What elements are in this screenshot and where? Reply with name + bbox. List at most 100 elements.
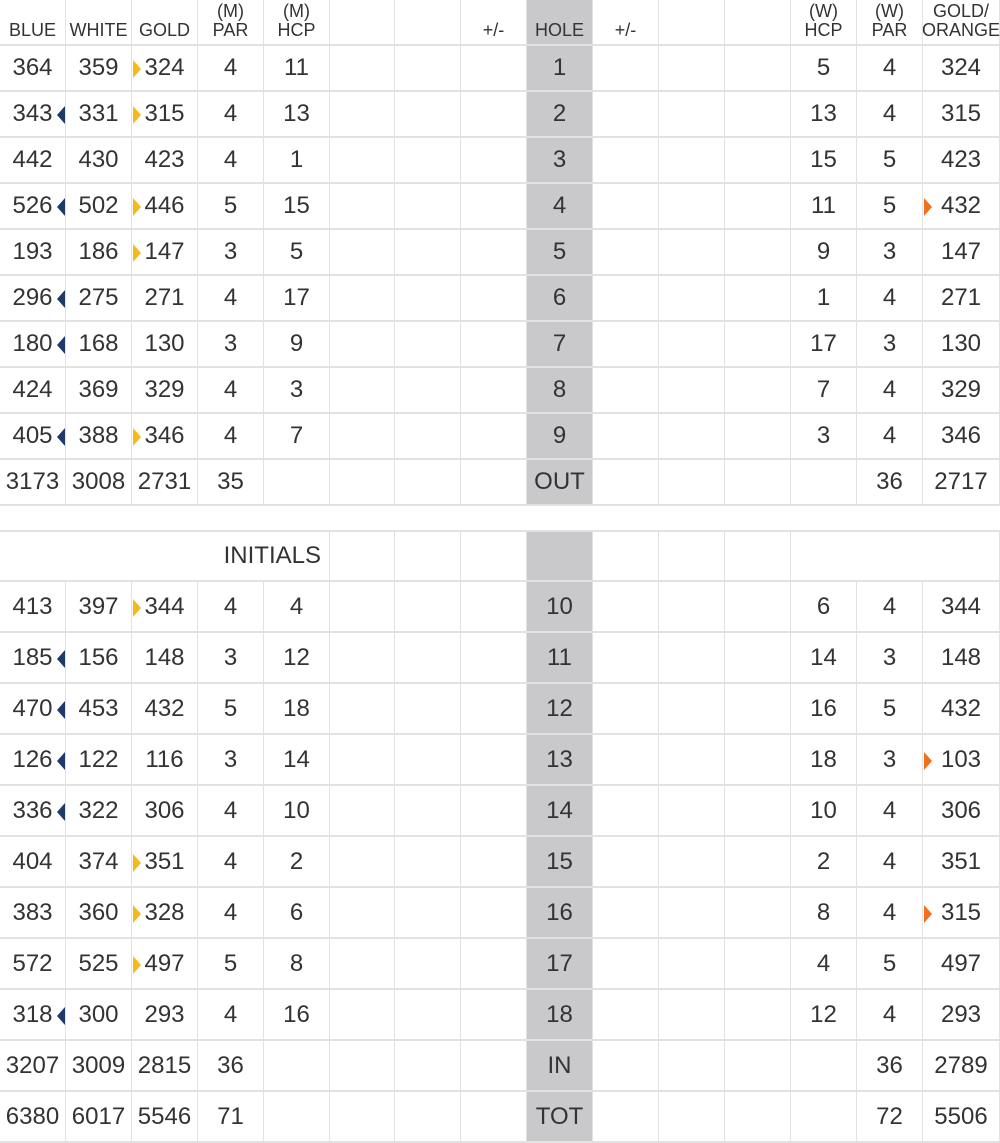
score-cell xyxy=(725,1092,791,1143)
score-cell: 2 xyxy=(264,837,330,888)
score-cell: 11 xyxy=(264,46,330,92)
score-cell xyxy=(461,230,527,276)
score-cell: 14 xyxy=(527,786,593,837)
score-cell: 72 xyxy=(857,1092,923,1143)
score-cell: 424 xyxy=(0,368,66,414)
score-cell xyxy=(593,92,659,138)
score-cell xyxy=(330,414,395,460)
score-cell: 147 xyxy=(132,230,198,276)
tee-marker xyxy=(133,904,141,923)
score-cell: 14 xyxy=(791,633,857,684)
score-cell: 126 xyxy=(0,735,66,786)
score-cell: 446 xyxy=(132,184,198,230)
score-cell: 5 xyxy=(857,184,923,230)
score-cell xyxy=(330,368,395,414)
score-cell: 404 xyxy=(0,837,66,888)
score-cell: 397 xyxy=(66,582,132,633)
score-cell xyxy=(395,414,461,460)
score-cell: 3 xyxy=(527,138,593,184)
score-cell xyxy=(395,138,461,184)
score-cell: 6 xyxy=(527,276,593,322)
score-cell xyxy=(461,735,527,786)
score-cell: 12 xyxy=(527,684,593,735)
score-cell: 343 xyxy=(0,92,66,138)
score-cell: 364 xyxy=(0,46,66,92)
score-cell: 6 xyxy=(264,888,330,939)
score-cell: 293 xyxy=(132,990,198,1041)
score-cell xyxy=(461,368,527,414)
tee-marker xyxy=(57,802,65,821)
score-cell xyxy=(461,990,527,1041)
score-cell xyxy=(330,230,395,276)
initials-cell xyxy=(330,532,395,582)
score-cell xyxy=(593,633,659,684)
score-cell: 5 xyxy=(527,230,593,276)
score-cell: 16 xyxy=(791,684,857,735)
score-cell xyxy=(659,1092,725,1143)
score-cell: 413 xyxy=(0,582,66,633)
tee-marker xyxy=(924,751,932,770)
score-cell xyxy=(593,990,659,1041)
score-cell xyxy=(725,990,791,1041)
score-cell xyxy=(725,322,791,368)
score-cell xyxy=(330,184,395,230)
score-cell: 116 xyxy=(132,735,198,786)
score-cell xyxy=(395,939,461,990)
score-cell xyxy=(725,184,791,230)
score-cell: 351 xyxy=(132,837,198,888)
score-cell xyxy=(725,888,791,939)
score-cell: 525 xyxy=(66,939,132,990)
score-cell: 453 xyxy=(66,684,132,735)
score-cell: 2717 xyxy=(923,460,1000,506)
score-cell xyxy=(659,837,725,888)
score-cell: 5 xyxy=(198,939,264,990)
tee-marker xyxy=(57,290,65,308)
score-cell xyxy=(330,276,395,322)
score-cell: 4 xyxy=(857,837,923,888)
score-cell xyxy=(461,46,527,92)
score-cell: 2 xyxy=(791,837,857,888)
score-cell xyxy=(725,837,791,888)
score-cell: OUT xyxy=(527,460,593,506)
score-cell: 10 xyxy=(791,786,857,837)
score-cell: 3 xyxy=(857,230,923,276)
score-cell: 4 xyxy=(791,939,857,990)
tee-marker xyxy=(133,598,141,617)
score-cell xyxy=(395,322,461,368)
score-cell xyxy=(725,735,791,786)
score-cell xyxy=(725,582,791,633)
score-cell: 351 xyxy=(923,837,1000,888)
score-cell xyxy=(395,633,461,684)
score-cell xyxy=(593,230,659,276)
score-cell: 331 xyxy=(66,92,132,138)
score-cell: 315 xyxy=(132,92,198,138)
score-cell: 374 xyxy=(66,837,132,888)
header-cell: +/- xyxy=(593,0,659,46)
header-cell: HOLE xyxy=(527,0,593,46)
score-cell xyxy=(461,276,527,322)
score-cell: 5 xyxy=(198,684,264,735)
score-cell: 186 xyxy=(66,230,132,276)
score-cell xyxy=(725,786,791,837)
score-cell xyxy=(659,684,725,735)
score-cell: 4 xyxy=(857,46,923,92)
score-cell: 442 xyxy=(0,138,66,184)
score-cell: 4 xyxy=(857,786,923,837)
score-cell xyxy=(461,888,527,939)
score-cell xyxy=(330,990,395,1041)
score-cell: 17 xyxy=(527,939,593,990)
score-cell xyxy=(725,138,791,184)
score-cell: 502 xyxy=(66,184,132,230)
initials-cell xyxy=(659,532,725,582)
score-cell: 4 xyxy=(857,276,923,322)
score-cell: 9 xyxy=(264,322,330,368)
score-cell: 300 xyxy=(66,990,132,1041)
score-cell xyxy=(395,786,461,837)
score-cell xyxy=(725,46,791,92)
score-cell xyxy=(659,276,725,322)
score-cell: 2731 xyxy=(132,460,198,506)
header-cell: (M) HCP xyxy=(264,0,330,46)
score-cell: 3 xyxy=(198,322,264,368)
score-cell xyxy=(593,138,659,184)
score-cell xyxy=(593,276,659,322)
